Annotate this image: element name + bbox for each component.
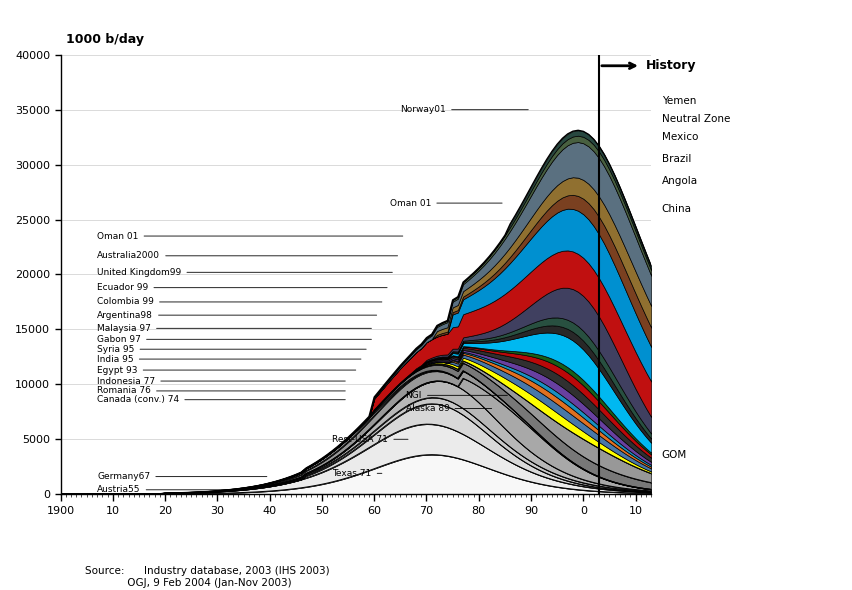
Text: Rest-USA 71: Rest-USA 71: [332, 435, 407, 444]
Text: Egypt 93: Egypt 93: [97, 366, 355, 375]
Text: Ecuador 99: Ecuador 99: [97, 283, 387, 292]
Text: Yemen: Yemen: [661, 96, 695, 106]
Text: Romania 76: Romania 76: [97, 386, 345, 395]
Text: Norway01: Norway01: [400, 105, 527, 114]
Text: GOM: GOM: [661, 450, 686, 460]
Text: Mexico: Mexico: [661, 132, 697, 142]
Text: Neutral Zone: Neutral Zone: [661, 113, 729, 123]
Text: Alaska 89: Alaska 89: [405, 404, 491, 413]
Text: Colombia 99: Colombia 99: [97, 297, 382, 306]
Text: Germany67: Germany67: [97, 472, 267, 481]
Text: Oman 01: Oman 01: [97, 231, 402, 241]
Text: Source:      Industry database, 2003 (IHS 2003)
             OGJ, 9 Feb 2004 (Ja: Source: Industry database, 2003 (IHS 200…: [85, 566, 330, 588]
Text: Argentina98: Argentina98: [97, 311, 377, 320]
Text: Angola: Angola: [661, 176, 697, 186]
Text: India 95: India 95: [97, 355, 360, 363]
Text: Malaysia 97: Malaysia 97: [97, 324, 371, 333]
Text: Austria55: Austria55: [97, 486, 240, 494]
Text: United Kingdom99: United Kingdom99: [97, 268, 392, 277]
Text: NGI: NGI: [405, 391, 507, 400]
Text: Gabon 97: Gabon 97: [97, 335, 371, 344]
Text: China: China: [661, 204, 691, 214]
Text: Canada (conv.) 74: Canada (conv.) 74: [97, 395, 345, 404]
Text: History: History: [645, 59, 696, 72]
Text: 1000 b/day: 1000 b/day: [66, 33, 144, 46]
Text: Australia2000: Australia2000: [97, 251, 397, 260]
Text: Brazil: Brazil: [661, 154, 690, 164]
Text: Texas 71: Texas 71: [332, 469, 382, 478]
Text: Syria 95: Syria 95: [97, 345, 366, 353]
Text: Oman 01: Oman 01: [389, 199, 502, 208]
Text: Indonesia 77: Indonesia 77: [97, 376, 345, 385]
